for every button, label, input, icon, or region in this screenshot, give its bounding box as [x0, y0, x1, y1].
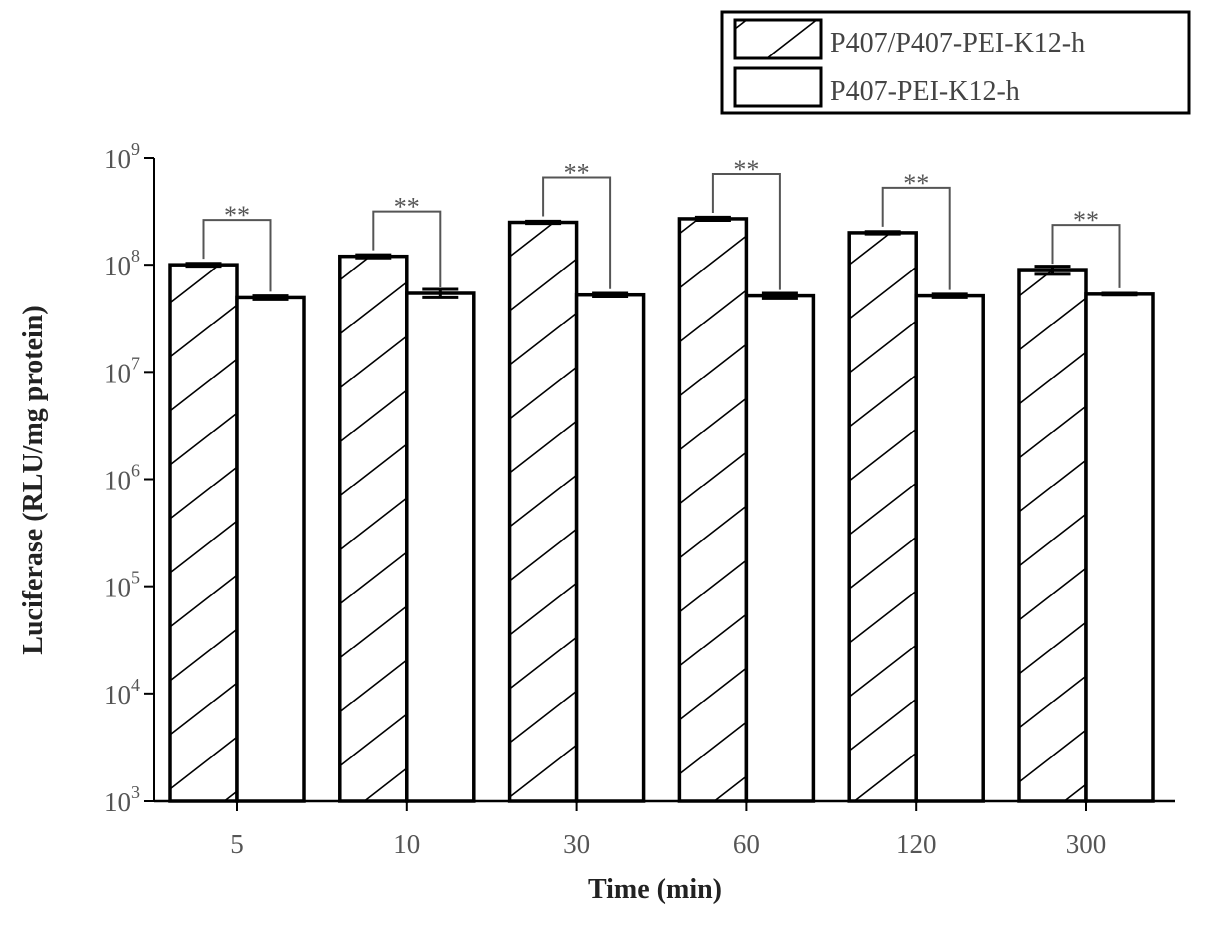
bar-series-1 — [847, 231, 918, 803]
legend-label-series-1: P407/P407-PEI-K12-h — [830, 28, 1085, 59]
y-tick-label: 107 — [104, 353, 140, 388]
bar-series-2 — [744, 293, 816, 803]
legend-swatch-hatched — [733, 18, 823, 60]
significance-label: ** — [224, 201, 250, 230]
x-tick-label: 300 — [1066, 829, 1107, 859]
x-tick-label: 120 — [896, 829, 937, 859]
bar-series-1 — [1017, 268, 1088, 803]
y-tick-label: 109 — [104, 139, 140, 174]
y-tick-label: 108 — [104, 246, 140, 281]
legend-label-series-2: P407-PEI-K12-h — [830, 76, 1020, 107]
x-ticks: 5 10 30 60 120 300 — [230, 801, 1106, 859]
significance-brackets: ** ** ** ** ** ** — [202, 155, 1121, 292]
legend: P407/P407-PEI-K12-h P407-PEI-K12-h — [720, 10, 1191, 115]
legend-swatch-open — [733, 66, 823, 108]
significance-bracket — [881, 186, 951, 290]
y-tick-label: 105 — [104, 568, 140, 603]
bar-series-1 — [507, 220, 579, 803]
bar-series-1 — [677, 217, 749, 803]
significance-label: ** — [564, 159, 590, 188]
y-ticks: 103 104 105 106 107 108 109 — [104, 139, 154, 817]
y-tick-label: 103 — [104, 782, 140, 817]
bar-series-2 — [235, 295, 306, 803]
x-tick-label: 10 — [393, 829, 420, 859]
significance-bracket — [202, 219, 272, 292]
significance-bracket — [542, 176, 612, 289]
x-tick-label: 5 — [230, 829, 244, 859]
bar-series-2 — [914, 293, 985, 803]
x-axis-title: Time (min) — [588, 874, 722, 905]
significance-bracket — [1051, 224, 1121, 288]
significance-label: ** — [394, 193, 420, 222]
x-tick-label: 60 — [733, 829, 760, 859]
y-axis-title: Luciferase (RLU/mg protein) — [18, 305, 49, 654]
significance-bracket — [711, 172, 781, 290]
bar-series-2 — [1084, 292, 1155, 803]
bar-series-2 — [405, 291, 476, 803]
bar-series-2 — [574, 292, 646, 803]
significance-label: ** — [1073, 206, 1099, 235]
bar-series-1 — [168, 263, 239, 803]
significance-bracket — [372, 210, 442, 287]
y-tick-label: 104 — [104, 675, 140, 710]
bars — [168, 215, 1155, 803]
significance-label: ** — [733, 155, 759, 184]
bar-series-1 — [338, 254, 409, 803]
y-tick-label: 106 — [104, 461, 140, 496]
x-tick-label: 30 — [563, 829, 590, 859]
significance-label: ** — [903, 169, 929, 198]
